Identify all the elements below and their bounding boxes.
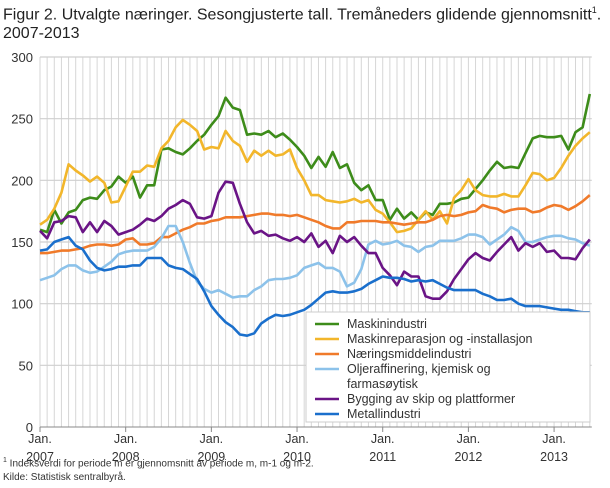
- series-line-5: [39, 235, 590, 338]
- x-tick-month: Jan.: [542, 432, 566, 446]
- footnote: 1 Indeksverdi for periode m er gjennomsn…: [3, 457, 314, 469]
- title-text: Figur 2. Utvalgte næringer. Sesongjuster…: [3, 6, 592, 24]
- y-tick-label: 300: [11, 50, 33, 65]
- y-tick-label: 150: [11, 235, 33, 250]
- series-line-4: [39, 180, 591, 301]
- legend-box: [305, 311, 591, 423]
- title-years: . 2007-2013: [3, 6, 602, 43]
- legend-label-5: Metallindustri: [347, 407, 421, 421]
- title-footnote-mark: 1: [591, 5, 597, 15]
- footnote-text: Indeksverdi for periode m er gjennomsnit…: [6, 458, 314, 470]
- series-line-0: [39, 93, 592, 234]
- series-line-3: [39, 224, 591, 299]
- x-tick-month: Jan.: [285, 432, 309, 446]
- y-tick-label: 100: [11, 297, 33, 312]
- x-tick-year: 2007: [26, 450, 54, 464]
- x-tick-year: 2009: [197, 450, 225, 464]
- legend-label-3: Oljeraffinering, kjemisk og: [347, 362, 491, 376]
- chart-title: Figur 2. Utvalgte næringer. Sesongjuster…: [3, 1, 608, 43]
- x-tick-month: Jan.: [114, 432, 138, 446]
- legend-label-4: Bygging av skip og plattformer: [347, 392, 515, 406]
- series-line-2: [40, 194, 591, 255]
- legend-label-0: Maskinindustri: [347, 317, 427, 331]
- x-tick-year: 2010: [283, 450, 311, 464]
- footnote-mark: 1: [3, 457, 7, 464]
- source: Kilde: Statistisk sentralbyrå.: [3, 472, 126, 483]
- x-tick-year: 2011: [369, 450, 396, 464]
- legend-label-3: farmasøytisk: [347, 377, 419, 391]
- x-tick-year: 2008: [112, 450, 140, 464]
- legend-label-2: Næringsmiddelindustri: [347, 347, 471, 361]
- x-tick-month: Jan.: [200, 432, 224, 446]
- y-tick-label: 50: [19, 358, 33, 373]
- x-tick-month: Jan.: [28, 432, 52, 446]
- y-tick-label: 0: [26, 420, 33, 435]
- x-tick-year: 2012: [454, 450, 482, 464]
- x-tick-month: Jan.: [371, 432, 395, 446]
- legend-label-1: Maskinreparasjon og -installasjon: [347, 332, 533, 346]
- y-tick-label: 200: [11, 173, 33, 188]
- series-line-1: [39, 118, 591, 234]
- x-tick-month: Jan.: [457, 432, 481, 446]
- y-tick-label: 250: [11, 112, 33, 127]
- x-tick-year: 2013: [540, 450, 568, 464]
